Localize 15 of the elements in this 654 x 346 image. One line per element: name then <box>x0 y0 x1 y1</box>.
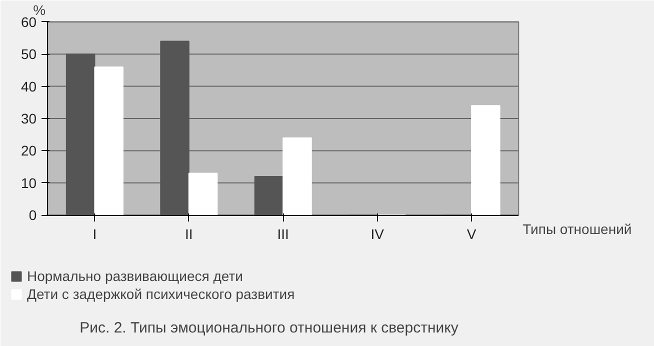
y-tick-label: 0 <box>28 207 37 224</box>
y-tick-label: 50 <box>21 46 37 62</box>
text: Рис. 2. Типы эмоционального отношения к сверстнику <box>80 320 459 336</box>
y-tick-label: 30 <box>21 110 37 126</box>
y-tick-label: 10 <box>21 174 37 191</box>
legend-label: Нормально развивающиеся дети <box>27 268 243 284</box>
x-axis-title: Типы отношений <box>522 221 632 238</box>
x-tick-label: II <box>185 226 193 242</box>
y-tick-label: 20 <box>21 142 37 159</box>
y-tick-label: 40 <box>21 78 37 94</box>
x-tick-label: V <box>466 226 477 242</box>
legend-label: Дети с задержкой психического развития <box>27 286 295 302</box>
x-tick-label: IV <box>370 226 385 242</box>
x-tick-label: III <box>277 226 289 242</box>
x-tick-label: I <box>92 226 97 242</box>
